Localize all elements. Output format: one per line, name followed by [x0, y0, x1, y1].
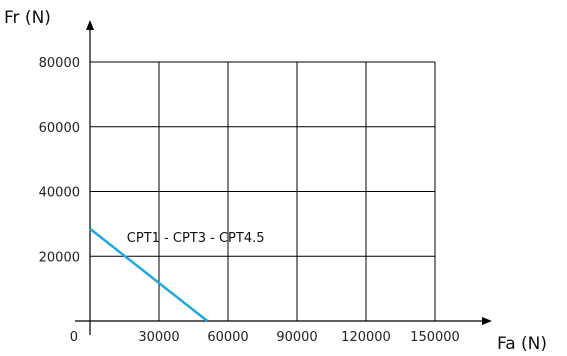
- x-tick-label: 0: [70, 330, 78, 345]
- x-axis-arrow: [482, 317, 492, 325]
- x-tick-label: 60000: [207, 330, 248, 345]
- axes: [75, 20, 492, 335]
- x-tick-label: 90000: [276, 330, 317, 345]
- series-line-0: [89, 227, 209, 322]
- x-tick-label: 30000: [138, 330, 179, 345]
- x-axis-title: Fa (N): [497, 334, 547, 354]
- annotations: CPT1 - CPT3 - CPT4.5: [127, 231, 265, 246]
- x-tick-label: 120000: [341, 330, 391, 345]
- y-tick-label: 40000: [39, 186, 80, 201]
- y-axis-arrow: [86, 20, 94, 30]
- grid: [90, 61, 436, 321]
- annotation-label-0: CPT1 - CPT3 - CPT4.5: [127, 231, 265, 246]
- x-tick-labels: 0 30000 60000 90000 120000 150000: [70, 330, 460, 345]
- y-tick-label: 20000: [39, 250, 80, 265]
- y-tick-label: 80000: [39, 56, 80, 71]
- series-lines: [89, 227, 209, 322]
- y-tick-labels: 20000 40000 60000 80000: [39, 56, 80, 265]
- y-tick-label: 60000: [39, 121, 80, 136]
- y-axis-title: Fr (N): [4, 8, 51, 28]
- x-tick-label: 150000: [410, 330, 460, 345]
